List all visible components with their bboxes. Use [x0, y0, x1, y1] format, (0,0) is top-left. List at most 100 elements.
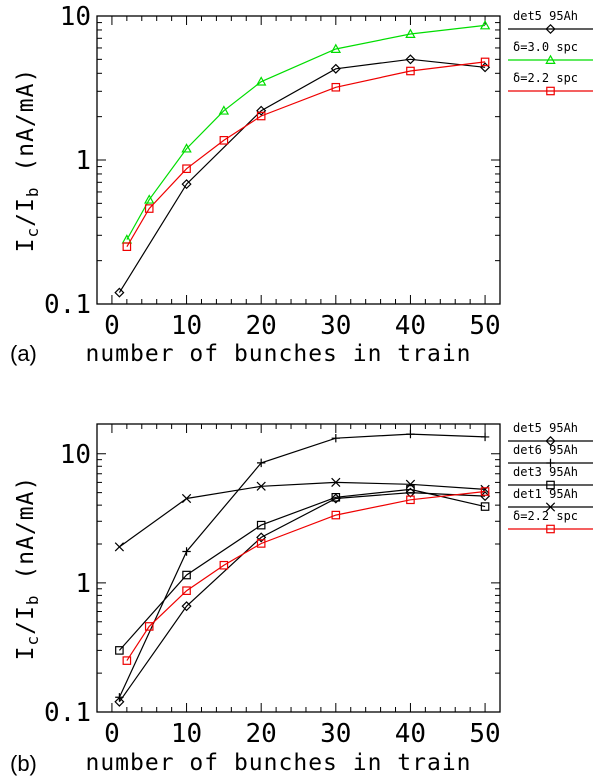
data-point [182, 164, 191, 174]
y-axis-label-part: I [13, 237, 39, 252]
series-4 [122, 487, 490, 665]
series-0 [114, 487, 491, 707]
legend-label: det3 95Ah [513, 465, 578, 479]
data-point [256, 520, 266, 530]
y-axis-label-part: (nA/mA) [13, 68, 39, 187]
y-tick-label: 0.1 [44, 698, 91, 728]
y-axis-label-part: /I [13, 197, 39, 227]
data-point [182, 570, 191, 580]
data-point [479, 19, 491, 30]
data-point [406, 485, 415, 494]
series-line [126, 490, 486, 661]
series-0 [114, 54, 491, 298]
data-point [122, 656, 132, 665]
y-axis-label-part: b [23, 186, 42, 197]
legend-marker [545, 435, 556, 447]
x-tick-label: 10 [171, 719, 202, 749]
data-point [331, 510, 341, 520]
data-point [331, 477, 341, 488]
x-axis-label: number of bunches in train [85, 750, 471, 776]
data-point [406, 429, 415, 439]
legend-marker [546, 86, 555, 96]
x-tick-label: 30 [320, 719, 351, 749]
data-point [181, 179, 192, 190]
data-point [255, 76, 267, 86]
y-axis-label-part: I [13, 645, 39, 660]
data-point [122, 242, 132, 251]
data-point [182, 586, 191, 595]
data-point [219, 136, 229, 145]
series-line [118, 58, 486, 293]
data-point [331, 493, 341, 502]
series-1 [121, 19, 491, 244]
y-axis-label-part: (nA/mA) [13, 476, 39, 595]
data-point [219, 560, 229, 570]
x-tick-label: 0 [104, 311, 120, 341]
legend-marker [546, 458, 555, 468]
x-tick-label: 50 [469, 311, 500, 341]
x-tick-label: 10 [171, 311, 202, 341]
legend-marker [545, 502, 556, 512]
plot-frame [96, 15, 501, 305]
y-axis-label: Ic/Ib (nA/mA) [13, 476, 42, 661]
data-point [144, 622, 154, 631]
series-2 [115, 485, 490, 655]
x-tick-label: 30 [320, 311, 351, 341]
data-point [480, 57, 490, 67]
data-point [405, 54, 416, 65]
data-point [406, 495, 415, 505]
y-tick-label: 1 [75, 146, 91, 176]
series-line [118, 491, 486, 703]
series-2 [122, 57, 490, 251]
data-point [480, 432, 490, 442]
y-axis-label-part: c [23, 227, 42, 238]
legend-label: δ=2.2 spc [513, 509, 578, 523]
series-line [126, 24, 486, 240]
data-point [406, 66, 415, 76]
panel-label: (a) [10, 341, 37, 366]
data-point [256, 539, 266, 548]
legend-marker [546, 480, 555, 490]
legend-label: det1 95Ah [513, 487, 578, 501]
plot-frame [96, 423, 501, 713]
data-point [256, 458, 266, 468]
data-point [330, 63, 341, 74]
y-tick-label: 0.1 [44, 290, 91, 320]
series-line [118, 488, 486, 651]
legend-label: δ=2.2 spc [513, 71, 578, 85]
y-tick-label: 10 [60, 440, 91, 470]
data-point [480, 502, 490, 511]
x-axis-label: number of bunches in train [85, 341, 471, 367]
legend-marker [545, 54, 556, 64]
data-point [256, 111, 266, 121]
y-tick-label: 10 [60, 2, 91, 32]
data-point [405, 487, 416, 498]
panel-label: (b) [10, 751, 37, 776]
x-tick-label: 20 [246, 719, 277, 749]
series-line [126, 61, 486, 248]
data-point [114, 542, 125, 552]
data-point [181, 601, 192, 612]
x-tick-label: 0 [104, 719, 120, 749]
data-point [256, 532, 267, 543]
x-tick-label: 40 [395, 311, 426, 341]
legend-marker [545, 23, 556, 35]
data-point [218, 105, 230, 115]
data-point [405, 28, 416, 38]
legend-label: det6 95Ah [513, 443, 578, 457]
data-point [114, 287, 125, 298]
legend-marker [546, 524, 555, 534]
y-axis-label-part: b [23, 594, 42, 605]
data-point [256, 481, 266, 491]
legend-label: det5 95Ah [513, 9, 578, 23]
data-point [331, 433, 341, 443]
data-point [182, 547, 191, 556]
data-point [115, 693, 124, 702]
data-point [115, 646, 124, 655]
x-tick-label: 50 [469, 719, 500, 749]
data-point [144, 194, 155, 204]
legend-label: δ=3.0 spc [513, 40, 578, 54]
data-point [114, 696, 125, 707]
